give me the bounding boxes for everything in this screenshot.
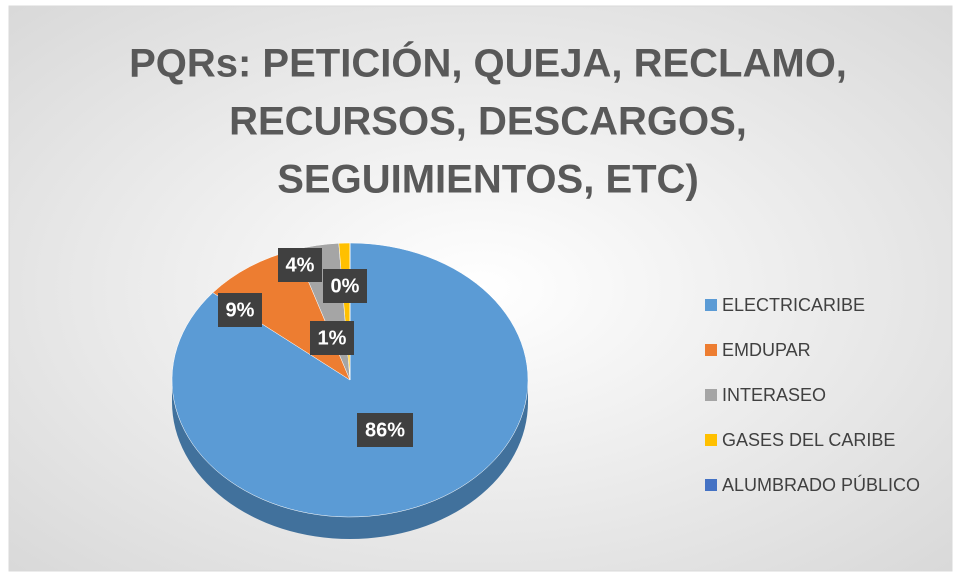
legend-label: GASES DEL CARIBE bbox=[722, 430, 895, 450]
data-label-box bbox=[357, 413, 413, 447]
data-label: 9% bbox=[226, 299, 255, 321]
legend-swatch bbox=[705, 299, 717, 311]
data-label: 0% bbox=[331, 275, 360, 297]
legend-swatch bbox=[705, 434, 717, 446]
pie-side bbox=[172, 380, 528, 539]
legend-label: ELECTRICARIBE bbox=[722, 295, 865, 315]
legend-label: INTERASEO bbox=[722, 385, 826, 405]
data-label-box bbox=[278, 248, 322, 282]
legend-swatch bbox=[705, 479, 717, 491]
chart-title: SEGUIMIENTOS, ETC) bbox=[277, 158, 699, 202]
chart-title: PQRs: PETICIÓN, QUEJA, RECLAMO, bbox=[129, 40, 847, 86]
legend-label: ALUMBRADO PÚBLICO bbox=[722, 474, 920, 495]
legend-label: EMDUPAR bbox=[722, 340, 811, 360]
data-label-box bbox=[218, 293, 262, 327]
pie-slice bbox=[171, 242, 529, 518]
data-label-box bbox=[310, 321, 354, 355]
data-label: 86% bbox=[365, 419, 405, 441]
chart-title: RECURSOS, DESCARGOS, bbox=[229, 100, 747, 144]
legend-swatch bbox=[705, 389, 717, 401]
legend-swatch bbox=[705, 344, 717, 356]
data-label-box bbox=[323, 269, 367, 303]
data-label: 4% bbox=[286, 254, 315, 276]
data-label: 1% bbox=[318, 327, 347, 349]
